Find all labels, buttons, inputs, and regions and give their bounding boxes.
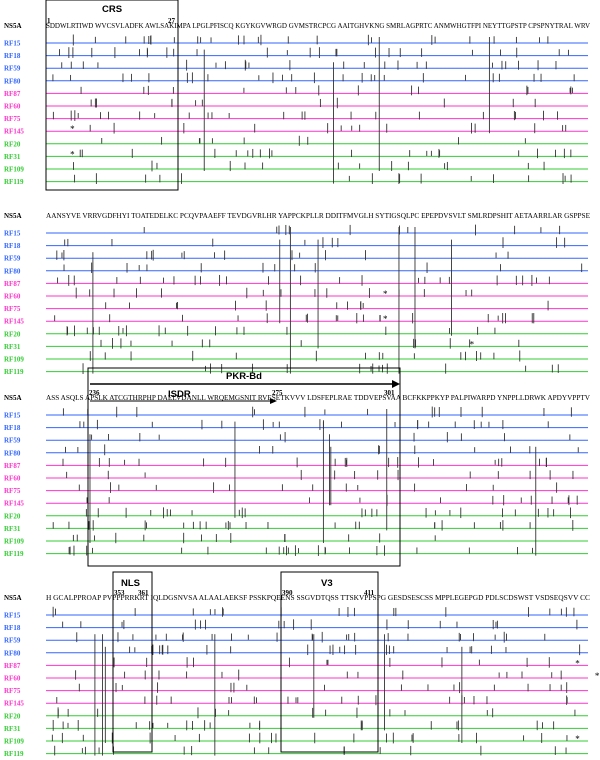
isolate-label: RF109 (4, 356, 24, 364)
stop-star: * (383, 314, 388, 324)
isolate-label: RF145 (4, 700, 24, 708)
isolate-label: RF31 (4, 153, 21, 161)
v3-start: 390 (282, 589, 293, 597)
reference-label: NS5A (4, 22, 22, 30)
nls-end: 361 (138, 589, 149, 597)
stop-star: * (470, 339, 475, 349)
reference-label: NS5A (4, 594, 22, 602)
reference-sequence: ASS ASQLS APSLK ATCGTHRPHP DAELVDANLL WR… (46, 394, 591, 402)
isolate-label: RF87 (4, 280, 21, 288)
isolate-label: RF119 (4, 178, 24, 186)
isolate-label: RF59 (4, 637, 21, 645)
region-label-nls: NLS (121, 578, 140, 589)
isolate-label: RF15 (4, 230, 21, 238)
stop-star: * (70, 149, 75, 159)
reference-sequence: SDDWLRTIWD WVCSVLADFK AWLSAKIMPA LPGLPFI… (46, 22, 591, 30)
region-box (45, 0, 179, 191)
isolate-label: RF15 (4, 412, 21, 420)
isolate-label: RF75 (4, 305, 21, 313)
isolate-label: RF109 (4, 538, 24, 546)
isolate-label: RF15 (4, 612, 21, 620)
isolate-label: RF80 (4, 77, 21, 85)
isolate-label: RF20 (4, 140, 21, 148)
v3-end: 411 (364, 589, 375, 597)
isolate-label: RF31 (4, 725, 21, 733)
stop-star: * (575, 734, 580, 744)
region-end: 27 (168, 17, 176, 25)
isolate-label: RF31 (4, 525, 21, 533)
isolate-label: RF109 (4, 738, 24, 746)
isolate-label: RF80 (4, 649, 21, 657)
isolate-label: RF80 (4, 267, 21, 275)
reference-sequence: H GCALPPROAP PVPPPRRKRT IQLDGSNVSA ALAAL… (46, 594, 590, 602)
isolate-label: RF80 (4, 449, 21, 457)
isolate-label: RF59 (4, 255, 21, 263)
isolate-label: RF20 (4, 330, 21, 338)
isolate-label: RF119 (4, 750, 24, 758)
isolate-label: RF15 (4, 40, 21, 48)
isolate-label: RF87 (4, 662, 21, 670)
reference-label: NS5A (4, 212, 22, 220)
stop-star: * (383, 289, 388, 299)
region-box (87, 367, 401, 567)
region-label-crs: CRS (102, 4, 122, 15)
reference-sequence: AANSYVE VRRVGDFHYI TOATEDELKC PCQVPAAEFF… (46, 212, 591, 220)
isolate-label: RF119 (4, 550, 24, 558)
pkr-bd-end: 301 (384, 389, 395, 397)
isdr-end: 275 (272, 389, 283, 397)
isolate-label: RF145 (4, 318, 24, 326)
isolate-label: RF60 (4, 293, 21, 301)
region-start: 1 (47, 17, 51, 25)
stop-star: * (595, 671, 600, 681)
isolate-label: RF109 (4, 166, 24, 174)
isolate-label: RF20 (4, 512, 21, 520)
isolate-label: RF59 (4, 65, 21, 73)
isolate-label: RF59 (4, 437, 21, 445)
isdr-arrowhead (270, 398, 277, 404)
stop-star: * (70, 124, 75, 134)
isolate-label: RF75 (4, 687, 21, 695)
isolate-label: RF18 (4, 624, 21, 632)
stop-star: * (575, 658, 580, 668)
isolate-label: RF18 (4, 242, 21, 250)
isolate-label: RF18 (4, 52, 21, 60)
nls-start: 353 (114, 589, 125, 597)
region-label-v3: V3 (321, 578, 333, 589)
region-label-pkr-bd: PKR-Bd (226, 371, 262, 382)
pkr-bd-arrowhead (392, 380, 400, 388)
region-label-isdr: ISDR (168, 389, 191, 400)
isolate-label: RF87 (4, 90, 21, 98)
reference-label: NS5A (4, 394, 22, 402)
isolate-label: RF75 (4, 487, 21, 495)
isolate-label: RF60 (4, 675, 21, 683)
isolate-label: RF119 (4, 368, 24, 376)
isolate-label: RF60 (4, 103, 21, 111)
isolate-label: RF87 (4, 462, 21, 470)
isolate-label: RF145 (4, 500, 24, 508)
isolate-label: RF20 (4, 712, 21, 720)
pkr-bd-start: 236 (89, 389, 100, 397)
isolate-label: RF31 (4, 343, 21, 351)
isolate-label: RF18 (4, 424, 21, 432)
region-box (112, 571, 153, 753)
isolate-label: RF60 (4, 475, 21, 483)
isolate-label: RF75 (4, 115, 21, 123)
isolate-label: RF145 (4, 128, 24, 136)
region-box (280, 571, 379, 753)
